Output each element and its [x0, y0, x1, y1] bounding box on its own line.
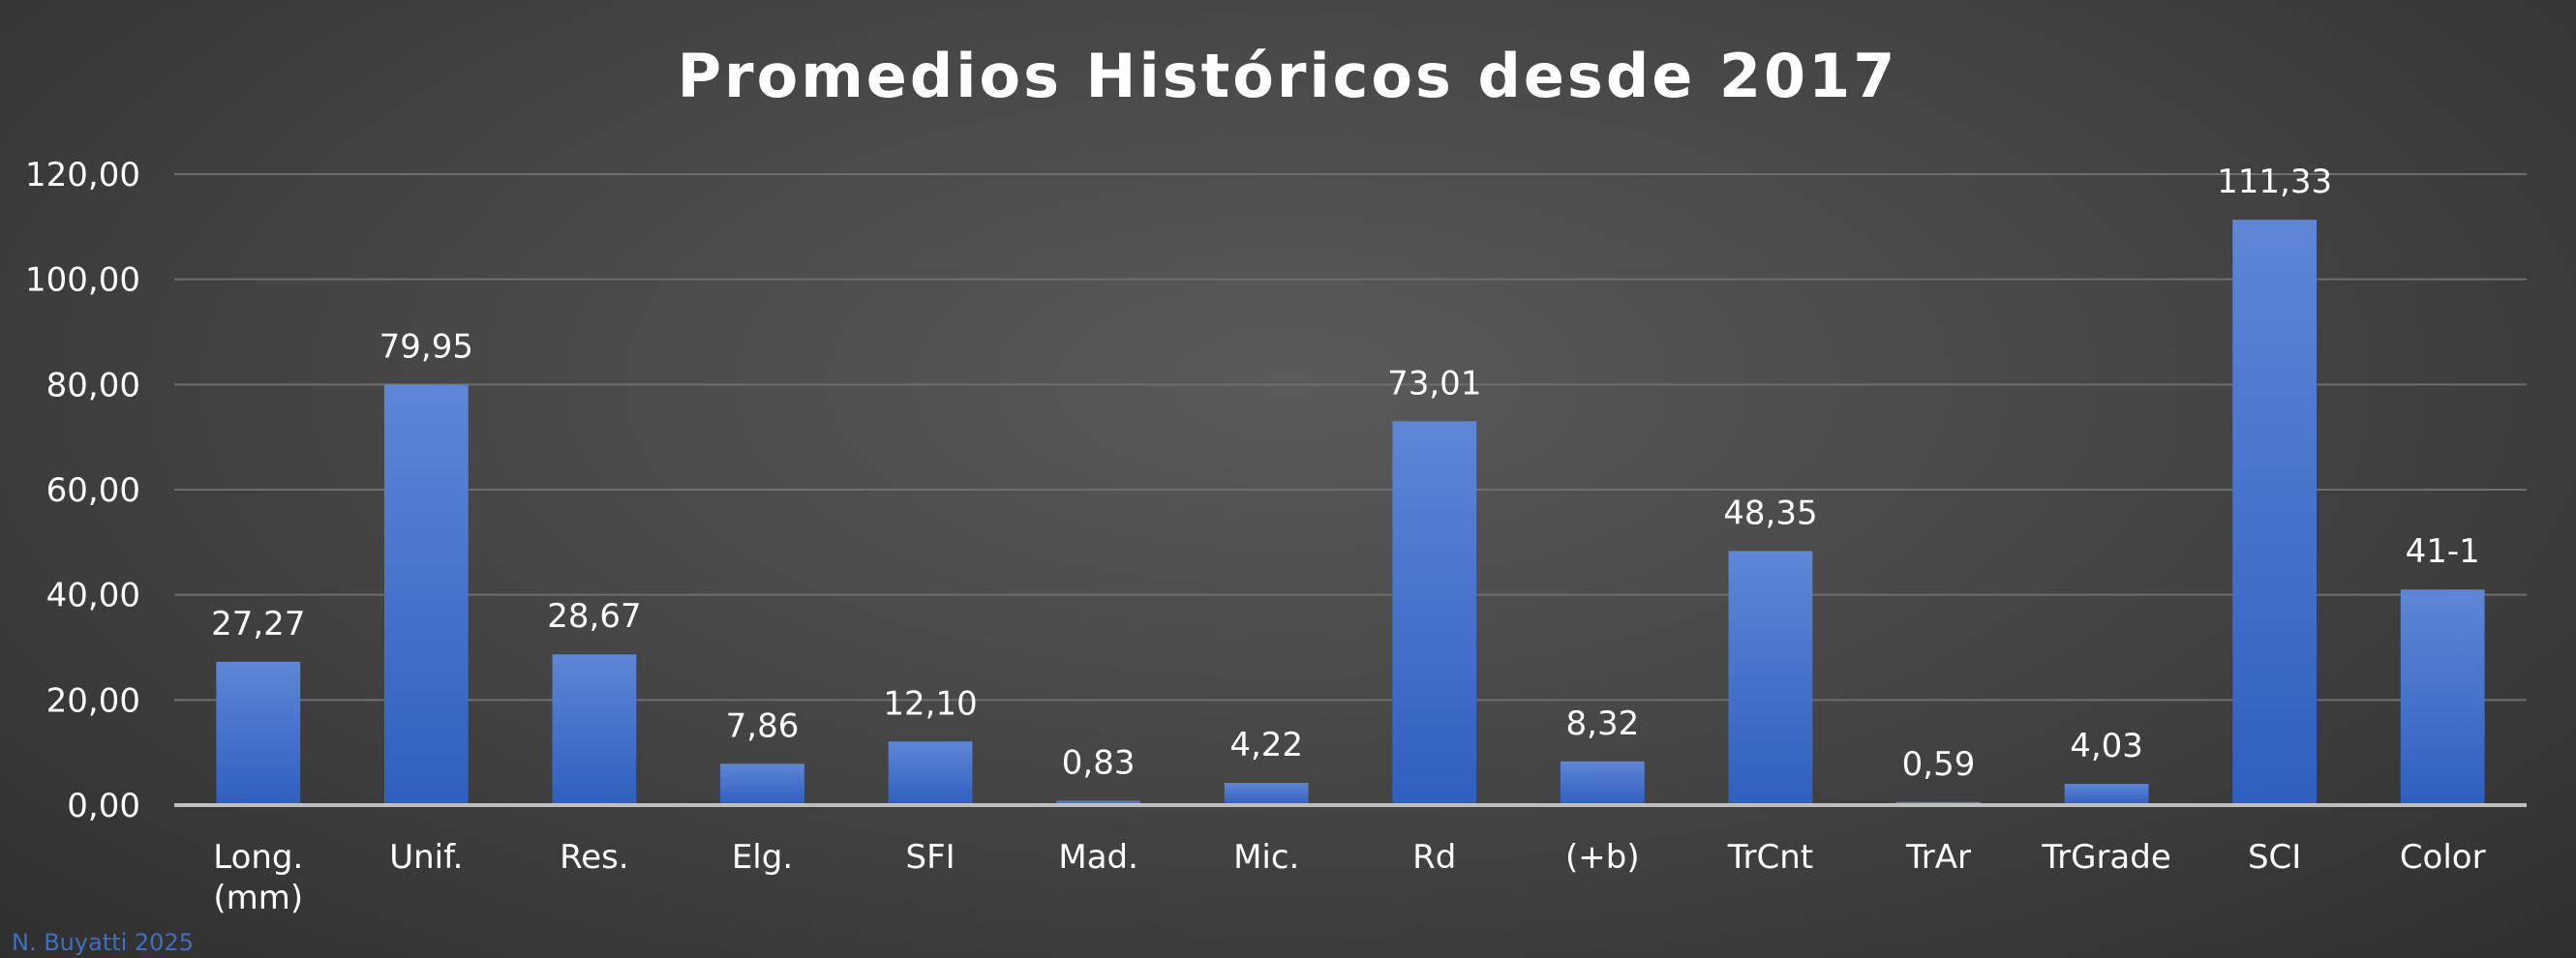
y-axis-ticks: 0,00 20,00 40,00 60,00 80,00 100,00 120,00	[25, 156, 140, 825]
data-label: 73,01	[1387, 364, 1481, 403]
x-tick-label: Elg.	[732, 838, 793, 877]
gridlines	[174, 173, 2527, 702]
bar	[2064, 784, 2149, 805]
y-tick-label: 80,00	[46, 366, 140, 404]
bar	[383, 384, 469, 805]
bar	[552, 654, 637, 805]
x-tick-label: Unif.	[389, 838, 463, 877]
bar	[216, 661, 301, 805]
data-label: 48,35	[1723, 494, 1817, 532]
data-label: 79,95	[379, 328, 473, 367]
data-label: 8,32	[1566, 704, 1640, 743]
credit-text: N. Buyatti 2025	[12, 929, 194, 956]
bar	[1392, 421, 1477, 805]
data-label: 12,10	[883, 684, 977, 723]
x-tick-label: SFI	[905, 838, 955, 877]
data-label: 0,83	[1062, 743, 1136, 782]
y-tick-label: 60,00	[46, 471, 140, 510]
x-tick-label: TrGrade	[2041, 838, 2170, 877]
data-label: 0,59	[1902, 745, 1976, 784]
data-label: 7,86	[726, 706, 800, 745]
y-tick-label: 20,00	[46, 681, 140, 720]
bar	[888, 741, 973, 805]
bar	[1728, 551, 1813, 805]
x-tick-label: (+b)	[1565, 838, 1640, 877]
bar	[2232, 220, 2318, 805]
y-tick-label: 100,00	[25, 261, 140, 300]
x-tick-label: TrCnt	[1727, 838, 1813, 877]
x-tick-label: Color	[2400, 838, 2486, 877]
y-tick-label: 40,00	[46, 577, 140, 615]
x-tick-label: Mad.	[1058, 838, 1138, 877]
bar	[720, 763, 804, 805]
bar	[1560, 761, 1645, 805]
data-labels: 27,27 79,95 28,67 7,86 12,10 0,83 4,22 73,01 8,3…	[211, 163, 2480, 784]
data-label: 4,22	[1229, 726, 1303, 764]
y-tick-label: 120,00	[25, 156, 140, 195]
bar	[2400, 589, 2485, 805]
chart-title: Promedios Históricos desde 2017	[678, 41, 1898, 111]
x-tick-label: Long. (mm)	[213, 838, 303, 917]
x-tick-label: SCI	[2248, 838, 2301, 877]
y-tick-label: 0,00	[67, 787, 140, 825]
data-label: 27,27	[211, 605, 305, 644]
data-label: 41-1	[2406, 532, 2480, 571]
bar	[1224, 783, 1309, 805]
bars	[216, 220, 2485, 805]
data-label: 4,03	[2070, 727, 2143, 765]
data-label: 111,33	[2217, 163, 2332, 201]
x-tick-label: TrAr	[1905, 838, 1971, 877]
data-label: 28,67	[547, 597, 641, 636]
x-tick-label: Res.	[560, 838, 629, 877]
x-tick-label: Rd	[1412, 838, 1456, 877]
x-axis-labels: Long. (mm) Unif. Res. Elg. SFI Mad. Mic. Rd (+b) T…	[213, 838, 2485, 917]
bar	[1056, 800, 1141, 805]
x-tick-label: Mic.	[1233, 838, 1299, 877]
